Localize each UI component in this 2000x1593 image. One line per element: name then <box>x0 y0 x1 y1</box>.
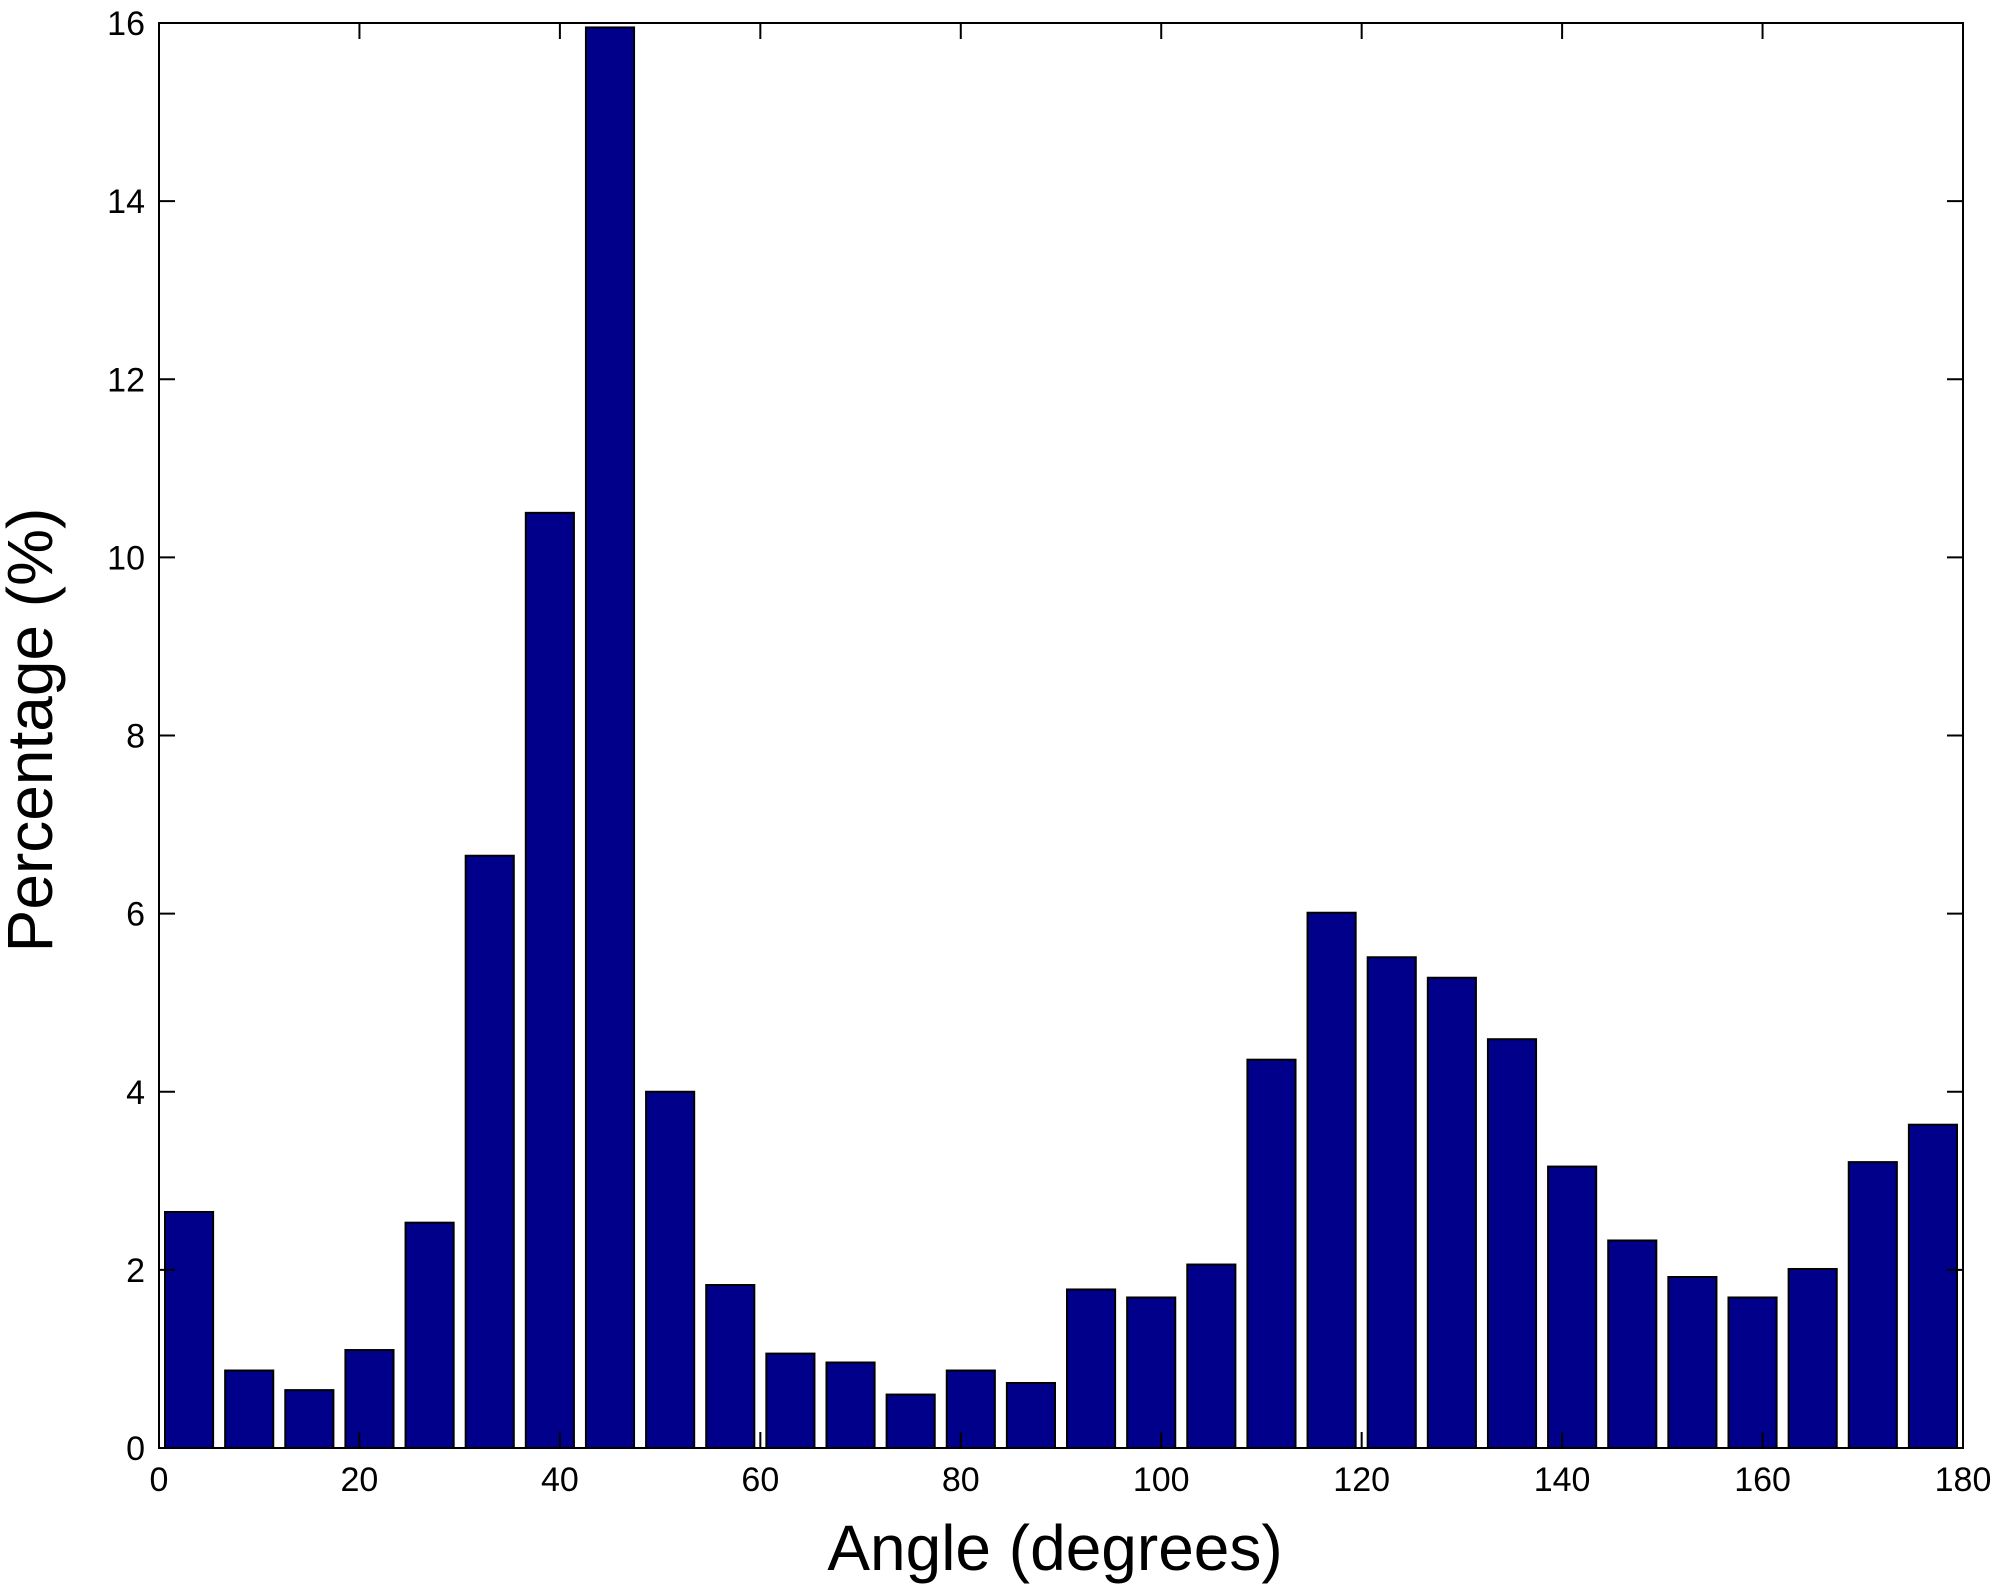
bar <box>1607 1239 1658 1449</box>
y-tick-label: 6 <box>126 896 145 934</box>
bar <box>1547 1165 1598 1449</box>
bar <box>1186 1263 1237 1449</box>
bar <box>1005 1381 1056 1449</box>
x-tick-label: 140 <box>1534 1461 1591 1499</box>
x-tick-label: 180 <box>1935 1461 1992 1499</box>
bar <box>1787 1267 1838 1449</box>
bar <box>524 511 575 1449</box>
x-tick-label: 120 <box>1333 1461 1390 1499</box>
x-tick-label: 60 <box>741 1461 779 1499</box>
bar <box>1306 911 1357 1449</box>
y-tick-label: 10 <box>107 539 145 577</box>
bar <box>645 1090 696 1449</box>
y-tick-label: 8 <box>126 718 145 756</box>
x-tick-label: 160 <box>1734 1461 1791 1499</box>
bar <box>885 1393 936 1449</box>
bar <box>1066 1288 1117 1449</box>
bar <box>284 1389 335 1449</box>
bar <box>1366 956 1417 1449</box>
bars-layer <box>164 26 1958 1449</box>
x-tick-label: 20 <box>341 1461 379 1499</box>
y-axis-label: Percentage (%) <box>0 508 66 953</box>
y-tick-label: 12 <box>107 361 145 399</box>
bar <box>825 1361 876 1449</box>
bar <box>705 1284 756 1449</box>
bar <box>765 1352 816 1449</box>
x-tick-label: 80 <box>942 1461 980 1499</box>
bar <box>1907 1123 1958 1449</box>
bar <box>344 1349 395 1449</box>
bar <box>945 1369 996 1449</box>
ticks-layer: 0 20 40 60 80 100 120 140 160 180 0 2 4 6 8 10 12 14 16 <box>107 5 1991 1499</box>
bar <box>1246 1058 1297 1449</box>
y-tick-label: 2 <box>126 1252 145 1290</box>
x-tick-label: 40 <box>541 1461 579 1499</box>
bar <box>1486 1038 1538 1449</box>
y-tick-label: 0 <box>126 1430 145 1468</box>
bar <box>404 1221 455 1449</box>
y-tick-label: 4 <box>126 1074 145 1112</box>
bar <box>1727 1296 1778 1449</box>
bar <box>164 1210 215 1449</box>
bar <box>1667 1276 1718 1449</box>
y-tick-label: 16 <box>107 5 145 43</box>
bar <box>1426 976 1477 1449</box>
bar <box>1126 1296 1177 1449</box>
bar <box>584 26 636 1449</box>
x-tick-label: 0 <box>150 1461 169 1499</box>
bar <box>224 1369 275 1449</box>
bar <box>464 854 515 1449</box>
x-tick-label: 100 <box>1133 1461 1190 1499</box>
y-tick-label: 14 <box>107 183 145 221</box>
bar <box>1847 1161 1898 1449</box>
x-axis-label: Angle (degrees) <box>827 1512 1282 1584</box>
